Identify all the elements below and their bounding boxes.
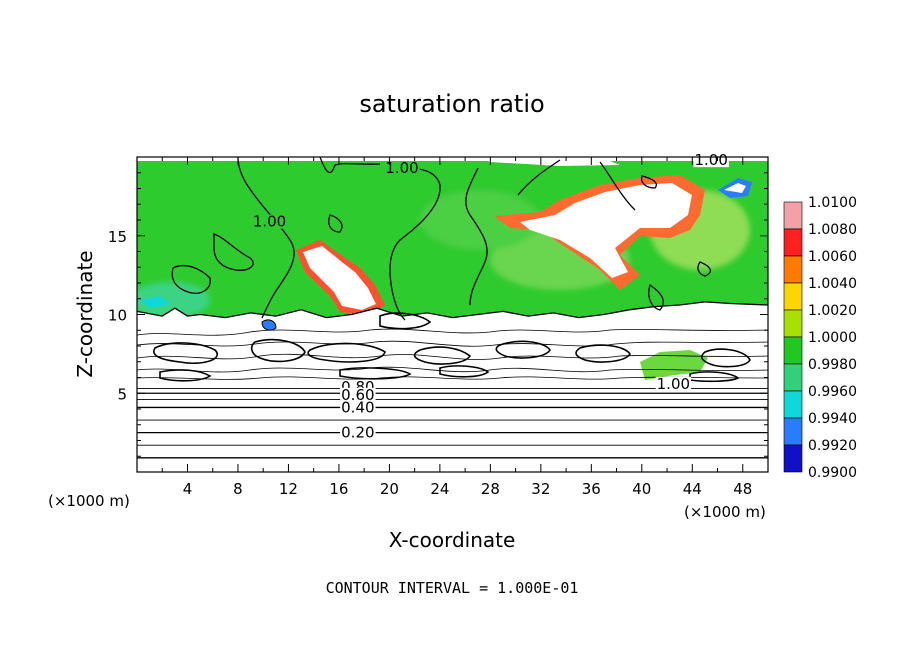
colorbar-segment (783, 444, 803, 473)
contour-label-bg (340, 425, 376, 440)
colorbar-label: 0.9980 (808, 357, 857, 373)
x-tick-label: 44 (683, 480, 702, 498)
x-tick-label: 16 (329, 480, 348, 498)
colorbar-segment (783, 417, 803, 446)
contour-label-bg (655, 376, 692, 391)
colorbar-label: 1.0020 (808, 303, 857, 319)
x-axis-unit-right: (×1000 m) (684, 503, 766, 521)
colorbar-segment (783, 390, 803, 419)
contours-horizontal (137, 388, 768, 459)
x-tick-label: 48 (733, 480, 752, 498)
colorbar-segment (783, 336, 803, 365)
contours-upper (171, 157, 712, 321)
x-axis-ticks: 4 8 12 16 20 24 28 32 36 40 44 48 (161, 157, 752, 498)
x-tick-label: 24 (430, 480, 449, 498)
y-axis-ticks: 5 10 15 (108, 172, 768, 457)
x-axis-unit-left: (×1000 m) (48, 492, 130, 510)
contour-label-bg (384, 161, 420, 176)
x-tick-label: 4 (183, 480, 193, 498)
x-tick-label: 8 (233, 480, 243, 498)
x-tick-label: 12 (279, 480, 298, 498)
contour-label: 0.20 (341, 424, 374, 442)
x-tick-label: 28 (481, 480, 500, 498)
colorbar-segment (783, 201, 803, 230)
colorbar-label: 0.9940 (808, 411, 857, 427)
contour-label: 1.00 (657, 375, 690, 393)
colorbar-label: 1.0080 (808, 222, 857, 238)
colorbar-label: 1.0060 (808, 249, 857, 265)
y-axis-label: Z-coordinate (73, 250, 97, 377)
x-tick-label: 36 (582, 480, 601, 498)
cloud-patch-upper-right (520, 183, 692, 278)
plot-field (137, 157, 768, 472)
contour-label: 1.00 (695, 151, 728, 169)
cloud-base-contour (137, 301, 768, 319)
y-tick-label: 15 (108, 228, 127, 246)
y-tick-label: 10 (108, 307, 127, 325)
contour-label-bg (251, 214, 288, 229)
contour-interval-note: CONTOUR INTERVAL = 1.000E-01 (326, 579, 579, 597)
colorbar-segment (783, 363, 803, 392)
x-axis-label: X-coordinate (389, 528, 516, 552)
contours-lower-bold (153, 312, 751, 383)
colorbar-segment (783, 228, 803, 257)
chart-title: saturation ratio (359, 90, 544, 118)
colorbar-segment (783, 255, 803, 284)
y-tick-label: 5 (117, 385, 127, 403)
colorbar-label: 1.0100 (808, 195, 857, 211)
colorbar: 1.0100 1.0080 1.0060 1.0040 1.0020 1.0000 0.99… (783, 195, 857, 481)
contour-label-bg (340, 400, 376, 415)
x-tick-label: 32 (531, 480, 550, 498)
contour-label: 0.40 (341, 398, 374, 416)
contour-label: 1.00 (253, 213, 286, 231)
colorbar-label: 0.9960 (808, 384, 857, 400)
colorbar-segment (783, 309, 803, 338)
contour-label: 1.00 (385, 159, 418, 177)
colorbar-label: 0.9900 (808, 465, 857, 481)
contour-label: 0.60 (341, 386, 374, 404)
saturated-region (137, 157, 768, 318)
green-patch-right (640, 350, 708, 380)
contour-label-bg (340, 387, 376, 402)
cloud-patch-mid (303, 246, 376, 310)
x-tick-label: 20 (380, 480, 399, 498)
colorbar-label: 1.0040 (808, 276, 857, 292)
colorbar-segment (783, 282, 803, 311)
colorbar-label: 1.0000 (808, 330, 857, 346)
colorbar-label: 0.9920 (808, 438, 857, 454)
x-tick-label: 40 (632, 480, 651, 498)
